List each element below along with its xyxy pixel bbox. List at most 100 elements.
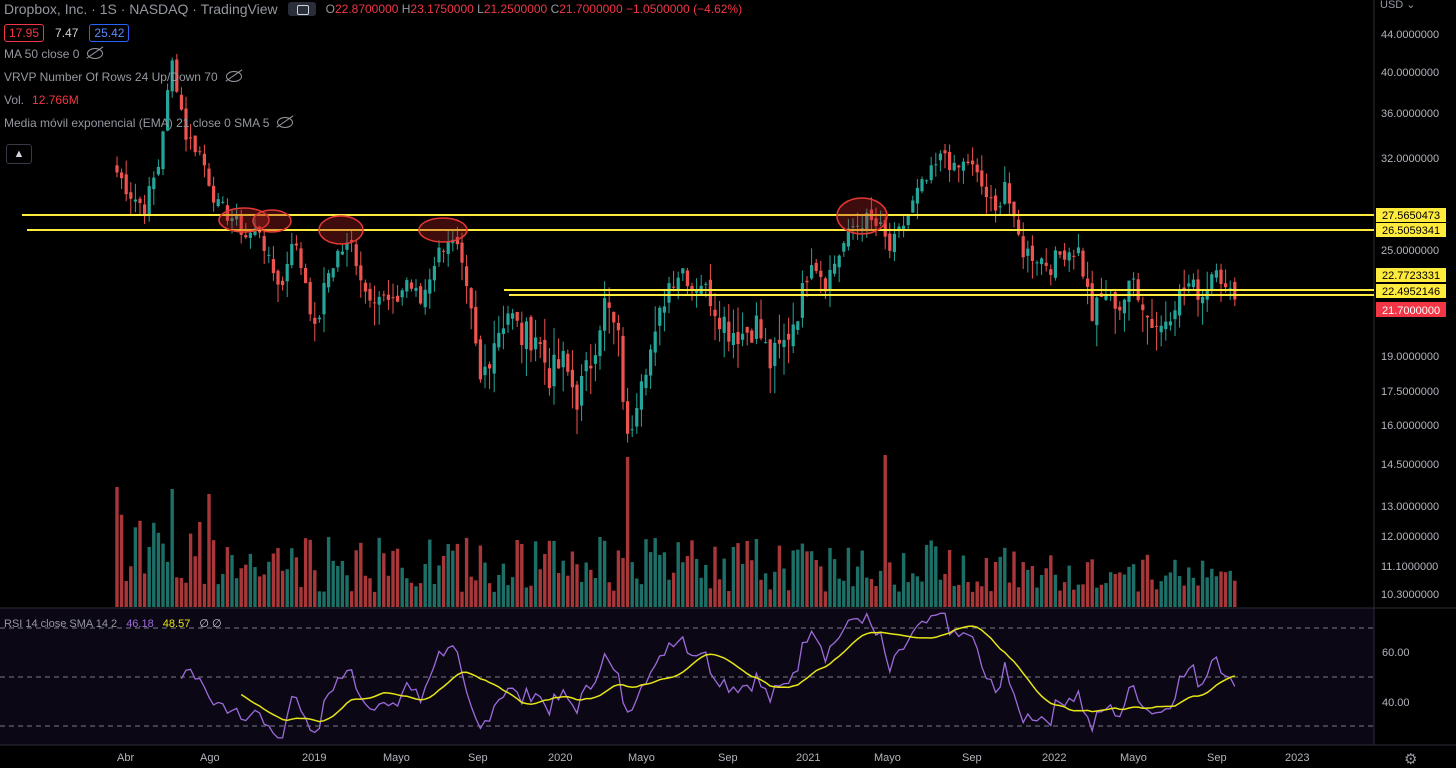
candle-body — [1118, 306, 1122, 311]
indicator-ema[interactable]: Media móvil exponencial (EMA) 21 close 0… — [4, 111, 904, 134]
candle-body — [713, 309, 717, 317]
ohlc-key: C — [550, 2, 560, 16]
candle-body — [952, 162, 956, 171]
volume-bar — [349, 591, 354, 607]
volume-bar — [299, 587, 303, 607]
rsi-legend[interactable]: RSI 14 close SMA 14 2 46.18 48.57 ∅ ∅ — [4, 617, 222, 630]
volume-bar — [1072, 589, 1076, 607]
candle-body — [1191, 279, 1195, 288]
candle-body — [1168, 321, 1172, 326]
volume-bar — [1081, 584, 1085, 607]
touch-ellipse[interactable] — [252, 209, 292, 233]
candle-body — [230, 218, 234, 222]
eye-hidden-icon[interactable] — [277, 117, 294, 128]
candle-body — [340, 251, 344, 255]
volume-bar — [970, 591, 975, 607]
candle-body — [497, 332, 501, 348]
volume-bar — [317, 591, 322, 607]
volume-bar — [552, 540, 556, 607]
indicator-volume[interactable]: Vol. 12.766M — [4, 88, 904, 111]
volume-bar — [1150, 579, 1154, 607]
volume-bar — [303, 538, 308, 607]
indicator-ma[interactable]: MA 50 close 0 — [4, 42, 904, 65]
eye-hidden-icon[interactable] — [87, 48, 104, 59]
volume-bar — [892, 584, 897, 607]
currency-selector[interactable]: USD ⌄ — [1380, 0, 1416, 11]
volume-bar — [506, 585, 510, 607]
volume-bar — [814, 560, 818, 607]
currency-label: USD — [1380, 0, 1404, 11]
volume-bar — [791, 550, 795, 607]
candle-body — [685, 270, 689, 287]
candle-body — [400, 290, 404, 298]
candle-body — [543, 339, 547, 363]
candle-body — [396, 295, 400, 302]
candle-body — [607, 302, 611, 308]
candle-body — [129, 192, 133, 199]
candle-body — [635, 407, 639, 427]
volume-bar — [731, 546, 736, 607]
gear-icon[interactable]: ⚙ — [1404, 751, 1418, 768]
volume-bar — [1196, 585, 1200, 607]
candle-body — [166, 90, 170, 131]
time-label: Abr — [117, 752, 134, 764]
volume-bar — [354, 550, 358, 607]
toggle-legend-button[interactable] — [287, 2, 316, 16]
time-label: Sep — [718, 752, 738, 764]
candle-body — [580, 375, 584, 406]
candle-body — [304, 267, 308, 284]
candle-body — [796, 321, 800, 330]
volume-bar — [198, 521, 202, 607]
candle-body — [547, 368, 551, 389]
touch-ellipse[interactable] — [836, 197, 888, 235]
volume-bar — [184, 582, 188, 607]
price-axis[interactable]: 44.0000000 40.0000000 36.0000000 32.0000… — [1381, 29, 1439, 601]
rsi-axis[interactable]: 60.00 40.00 — [1382, 647, 1410, 709]
volume-bar — [667, 579, 671, 607]
volume-bar — [1214, 576, 1219, 607]
volume-bar — [566, 575, 570, 607]
level-labels[interactable]: 27.5650473 26.5059341 22.7723331 22.4952… — [1376, 208, 1446, 317]
volume-bar — [648, 552, 653, 607]
candle-body — [437, 247, 441, 263]
candle-body — [184, 108, 188, 140]
volume-bar — [750, 560, 754, 607]
candle-body — [409, 282, 413, 289]
volume-bar — [984, 558, 989, 607]
volume-bar — [1026, 569, 1030, 607]
volume-bar — [1205, 577, 1209, 607]
candle-body — [432, 266, 436, 281]
candle-body — [363, 282, 367, 292]
volume-bar — [727, 590, 731, 607]
symbol-title[interactable]: Dropbox, Inc. · 1S · NASDAQ · TradingVie… — [4, 1, 278, 17]
volume-bar — [188, 533, 193, 607]
time-axis[interactable]: Abr Ago 2019 Mayo Sep 2020 Mayo Sep 2021… — [117, 752, 1309, 764]
volume-bar — [777, 545, 782, 607]
volume-bar — [165, 561, 170, 607]
candle-body — [1095, 297, 1099, 326]
candle-body — [511, 313, 515, 319]
ask-button[interactable]: 25.42 — [89, 24, 130, 42]
candle-body — [198, 151, 202, 153]
collapse-legend-button[interactable]: ▲ — [6, 144, 32, 164]
eye-hidden-icon[interactable] — [225, 71, 242, 82]
bid-button[interactable]: 17.95 — [4, 24, 45, 42]
candle-body — [957, 165, 961, 168]
indicator-vrvp[interactable]: VRVP Number Of Rows 24 Up/Down 70 — [4, 65, 904, 88]
touch-ellipse[interactable] — [418, 217, 468, 243]
time-label: 2020 — [548, 752, 572, 764]
volume-bar — [901, 553, 906, 607]
candle-body — [1141, 304, 1145, 311]
candle-body — [971, 160, 975, 165]
candle-body — [787, 333, 791, 340]
candle-body — [842, 243, 846, 252]
time-label: 2019 — [302, 752, 326, 764]
volume-bar — [267, 561, 271, 607]
candle-body — [874, 218, 878, 226]
volume-bar — [796, 549, 800, 607]
touch-ellipse[interactable] — [318, 215, 364, 245]
volume-bar — [759, 579, 763, 607]
candle-body — [524, 321, 528, 350]
indicator-label: MA 50 close 0 — [4, 46, 80, 61]
